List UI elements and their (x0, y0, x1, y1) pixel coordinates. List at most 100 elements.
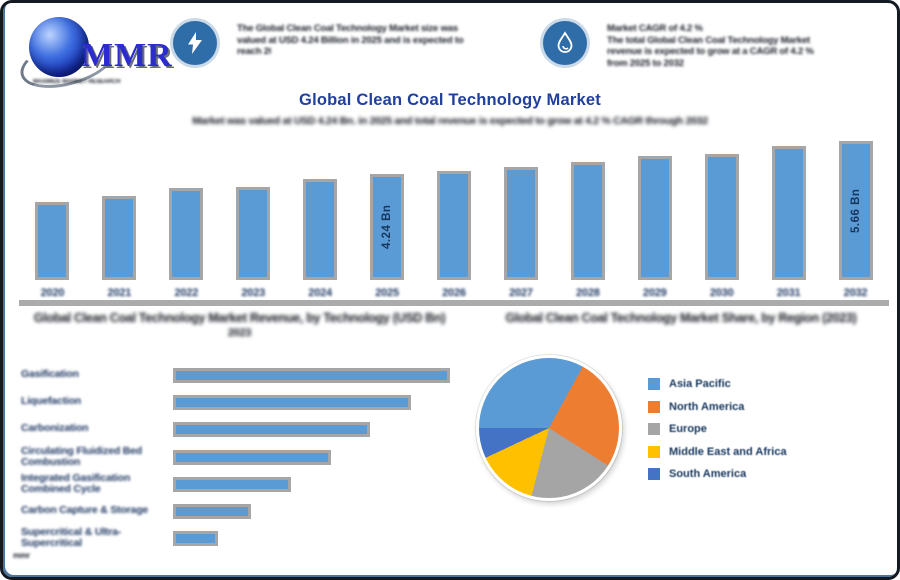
technology-label: Supercritical & Ultra-Supercritical (21, 525, 122, 549)
technology-row: Carbonization (21, 416, 458, 442)
technology-bar (173, 394, 411, 410)
droplet-icon (543, 21, 587, 65)
legend-swatch (648, 445, 660, 458)
logo-text: MMR (81, 37, 173, 74)
header-text-line: reach 2032. (237, 46, 271, 57)
bar-column (19, 202, 85, 280)
bar-year-label: 2020 (40, 287, 65, 299)
market-size-bar (35, 202, 70, 280)
header-text-line: Market CAGR of 4.2 % (607, 23, 703, 34)
bar-column (555, 162, 621, 280)
technology-bar (173, 367, 450, 383)
technology-label: Carbon Capture & Storage (21, 504, 149, 517)
bar-column (689, 154, 755, 280)
technology-label: Integrated Gasification Combined Cycle (21, 471, 131, 495)
market-size-bar (570, 162, 605, 280)
technology-bar (173, 476, 291, 492)
market-size-bar: 5.66 Bn (838, 141, 873, 280)
technology-bar-list: Gasification Liquefaction Carbonization Cir… (21, 357, 458, 573)
bar-year-label: 2029 (642, 287, 667, 299)
bar-column (220, 187, 286, 280)
market-size-bar (236, 187, 271, 280)
bar-column (622, 156, 688, 280)
technology-row: Gasification (21, 362, 458, 388)
legend-label: Middle East and Africa (669, 445, 787, 458)
technology-label: Gasification (21, 368, 79, 381)
technology-row: Liquefaction (21, 389, 458, 415)
header-text-line: The Global Clean Coal Technology Market … (237, 23, 458, 34)
legend-swatch (648, 378, 660, 391)
technology-label: Liquefaction (21, 395, 82, 408)
bar-column: 4.24 Bn (354, 174, 420, 280)
legend-swatch (648, 400, 660, 413)
legend-swatch (648, 468, 660, 481)
x-axis-labels: 2020 2021 2022 2023 2024 2025 2026 2027 2028 2029… (19, 287, 889, 299)
legend-item: Europe (648, 418, 787, 441)
bar-year-label: 2025 (375, 287, 399, 299)
bar-year-label: 2028 (575, 287, 600, 299)
technology-bar (173, 449, 331, 465)
bar-column (756, 146, 822, 280)
technology-bar (173, 503, 251, 519)
market-size-bar (303, 179, 338, 280)
bar-year-label: 2023 (241, 287, 266, 299)
technology-row: Integrated Gasification Combined Cycle (21, 471, 458, 497)
legend-item: North America (648, 396, 787, 419)
market-size-bar (169, 188, 204, 280)
legend-item: Asia Pacific (648, 373, 787, 396)
header-text-line: from 2025 to 2032 (607, 57, 684, 69)
legend-item: South America (648, 463, 787, 486)
header-text-line: valued at USD 4.24 Billion in 2025 and i… (237, 34, 464, 46)
bar-year-label: 2024 (308, 287, 332, 299)
footer-mark: mmr (13, 551, 30, 560)
region-pie-chart (476, 355, 622, 501)
technology-row: Carbon Capture & Storage (21, 498, 458, 524)
technology-row: Circulating Fluidized Bed Combustion (21, 444, 458, 470)
pie-legend: Asia Pacific North America Europe Middle Ea… (648, 373, 787, 486)
lightning-icon (173, 21, 217, 65)
header-text-line: revenue is expected to grow at a CAGR of… (607, 46, 814, 57)
section-heading-year: 2023 (227, 327, 252, 339)
bar-year-label: 2031 (776, 287, 801, 299)
section-heading: Global Clean Coal Technology Market Shar… (505, 311, 857, 325)
bar-column (287, 179, 353, 280)
bar-year-label: 2026 (442, 287, 466, 299)
legend-label: North America (669, 400, 745, 413)
globe-icon (29, 17, 89, 77)
bar-value-label: 4.24 Bn (381, 204, 394, 250)
bar-year-label: 2032 (843, 287, 868, 299)
bar-year-label: 2022 (174, 287, 199, 299)
bar-year-label: 2030 (709, 287, 734, 299)
technology-label: Circulating Fluidized Bed Combustion (21, 444, 143, 468)
market-size-bar (503, 167, 538, 280)
market-size-bar (102, 196, 137, 280)
section-by-region: Global Clean Coal Technology Market Shar… (473, 311, 889, 573)
market-size-bar (704, 154, 739, 280)
legend-label: Asia Pacific (669, 378, 731, 391)
market-size-chart: 4.24 Bn 5.66 Bn 2020 2021 2022 2023 2024 2025 2… (19, 133, 889, 306)
legend-label: Europe (669, 423, 707, 436)
legend-label: South America (669, 468, 747, 481)
section-heading: Global Clean Coal Technology Market Reve… (33, 311, 446, 325)
market-size-bar (771, 146, 806, 280)
technology-bar (173, 421, 370, 437)
bar-series: 4.24 Bn 5.66 Bn (19, 112, 889, 280)
x-axis-line (19, 300, 889, 306)
market-size-bar: 4.24 Bn (370, 174, 405, 280)
technology-row: Supercritical & Ultra-Supercritical (21, 525, 458, 551)
section-by-technology: Global Clean Coal Technology Market Reve… (21, 311, 458, 573)
technology-label: Carbonization (21, 422, 89, 435)
market-size-bar (436, 171, 471, 280)
bar-column (153, 188, 219, 280)
page-title: Global Clean Coal Technology Market (299, 91, 601, 109)
technology-bar (173, 530, 218, 546)
logo-tagline: MAXIMIZE MARKET RESEARCH (33, 79, 121, 85)
bar-column (421, 171, 487, 280)
header-text-line: The total Global Clean Coal Technology M… (607, 34, 811, 46)
bar-column (488, 167, 554, 280)
legend-swatch (648, 423, 660, 436)
mmr-logo: MMR MAXIMIZE MARKET RESEARCH (14, 13, 209, 98)
legend-item: Middle East and Africa (648, 441, 787, 464)
bar-value-label: 5.66 Bn (849, 188, 862, 233)
